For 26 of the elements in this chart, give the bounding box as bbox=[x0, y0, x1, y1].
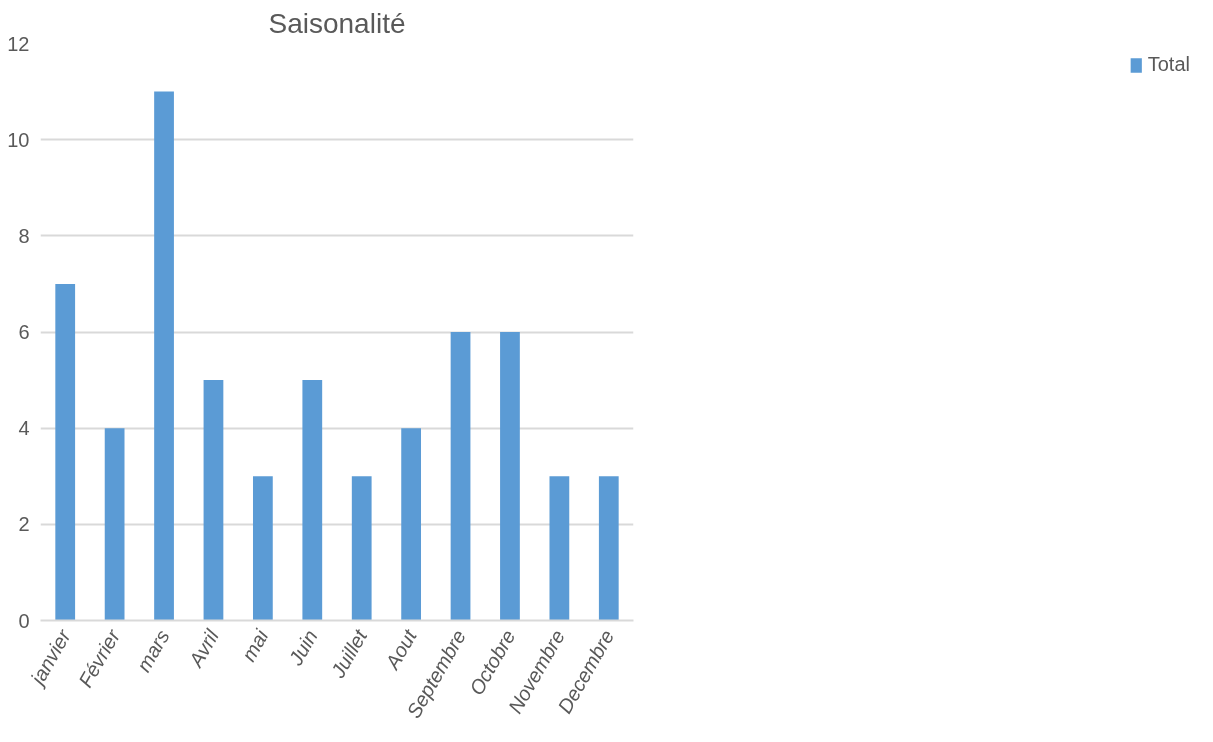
x-tick-label: Juin bbox=[284, 626, 322, 670]
y-tick-label: 4 bbox=[18, 417, 30, 440]
x-tick-label: mars bbox=[132, 626, 174, 676]
y-tick-label: 8 bbox=[18, 224, 30, 247]
x-tick-label: Juillet bbox=[326, 624, 372, 683]
legend-label: Total bbox=[1147, 53, 1190, 76]
y-tick-label: 2 bbox=[18, 513, 30, 536]
bar bbox=[252, 476, 273, 621]
x-tick-label: mai bbox=[237, 625, 273, 665]
y-tick-label: 0 bbox=[18, 609, 30, 632]
bar bbox=[55, 283, 76, 621]
bar bbox=[351, 476, 372, 621]
bar bbox=[500, 332, 520, 621]
bar bbox=[598, 476, 619, 621]
y-tick-label: 10 bbox=[7, 128, 30, 151]
bar bbox=[203, 380, 224, 621]
bar bbox=[401, 428, 422, 621]
bar bbox=[549, 476, 570, 621]
bar bbox=[104, 428, 125, 621]
y-tick-label: 6 bbox=[18, 321, 30, 343]
y-tick-label: 12 bbox=[7, 32, 30, 55]
x-tick-label: Avril bbox=[184, 625, 224, 672]
bar bbox=[154, 91, 174, 621]
bar bbox=[450, 332, 471, 621]
bar bbox=[302, 380, 323, 621]
chart-title: Saisonalité bbox=[268, 7, 406, 39]
